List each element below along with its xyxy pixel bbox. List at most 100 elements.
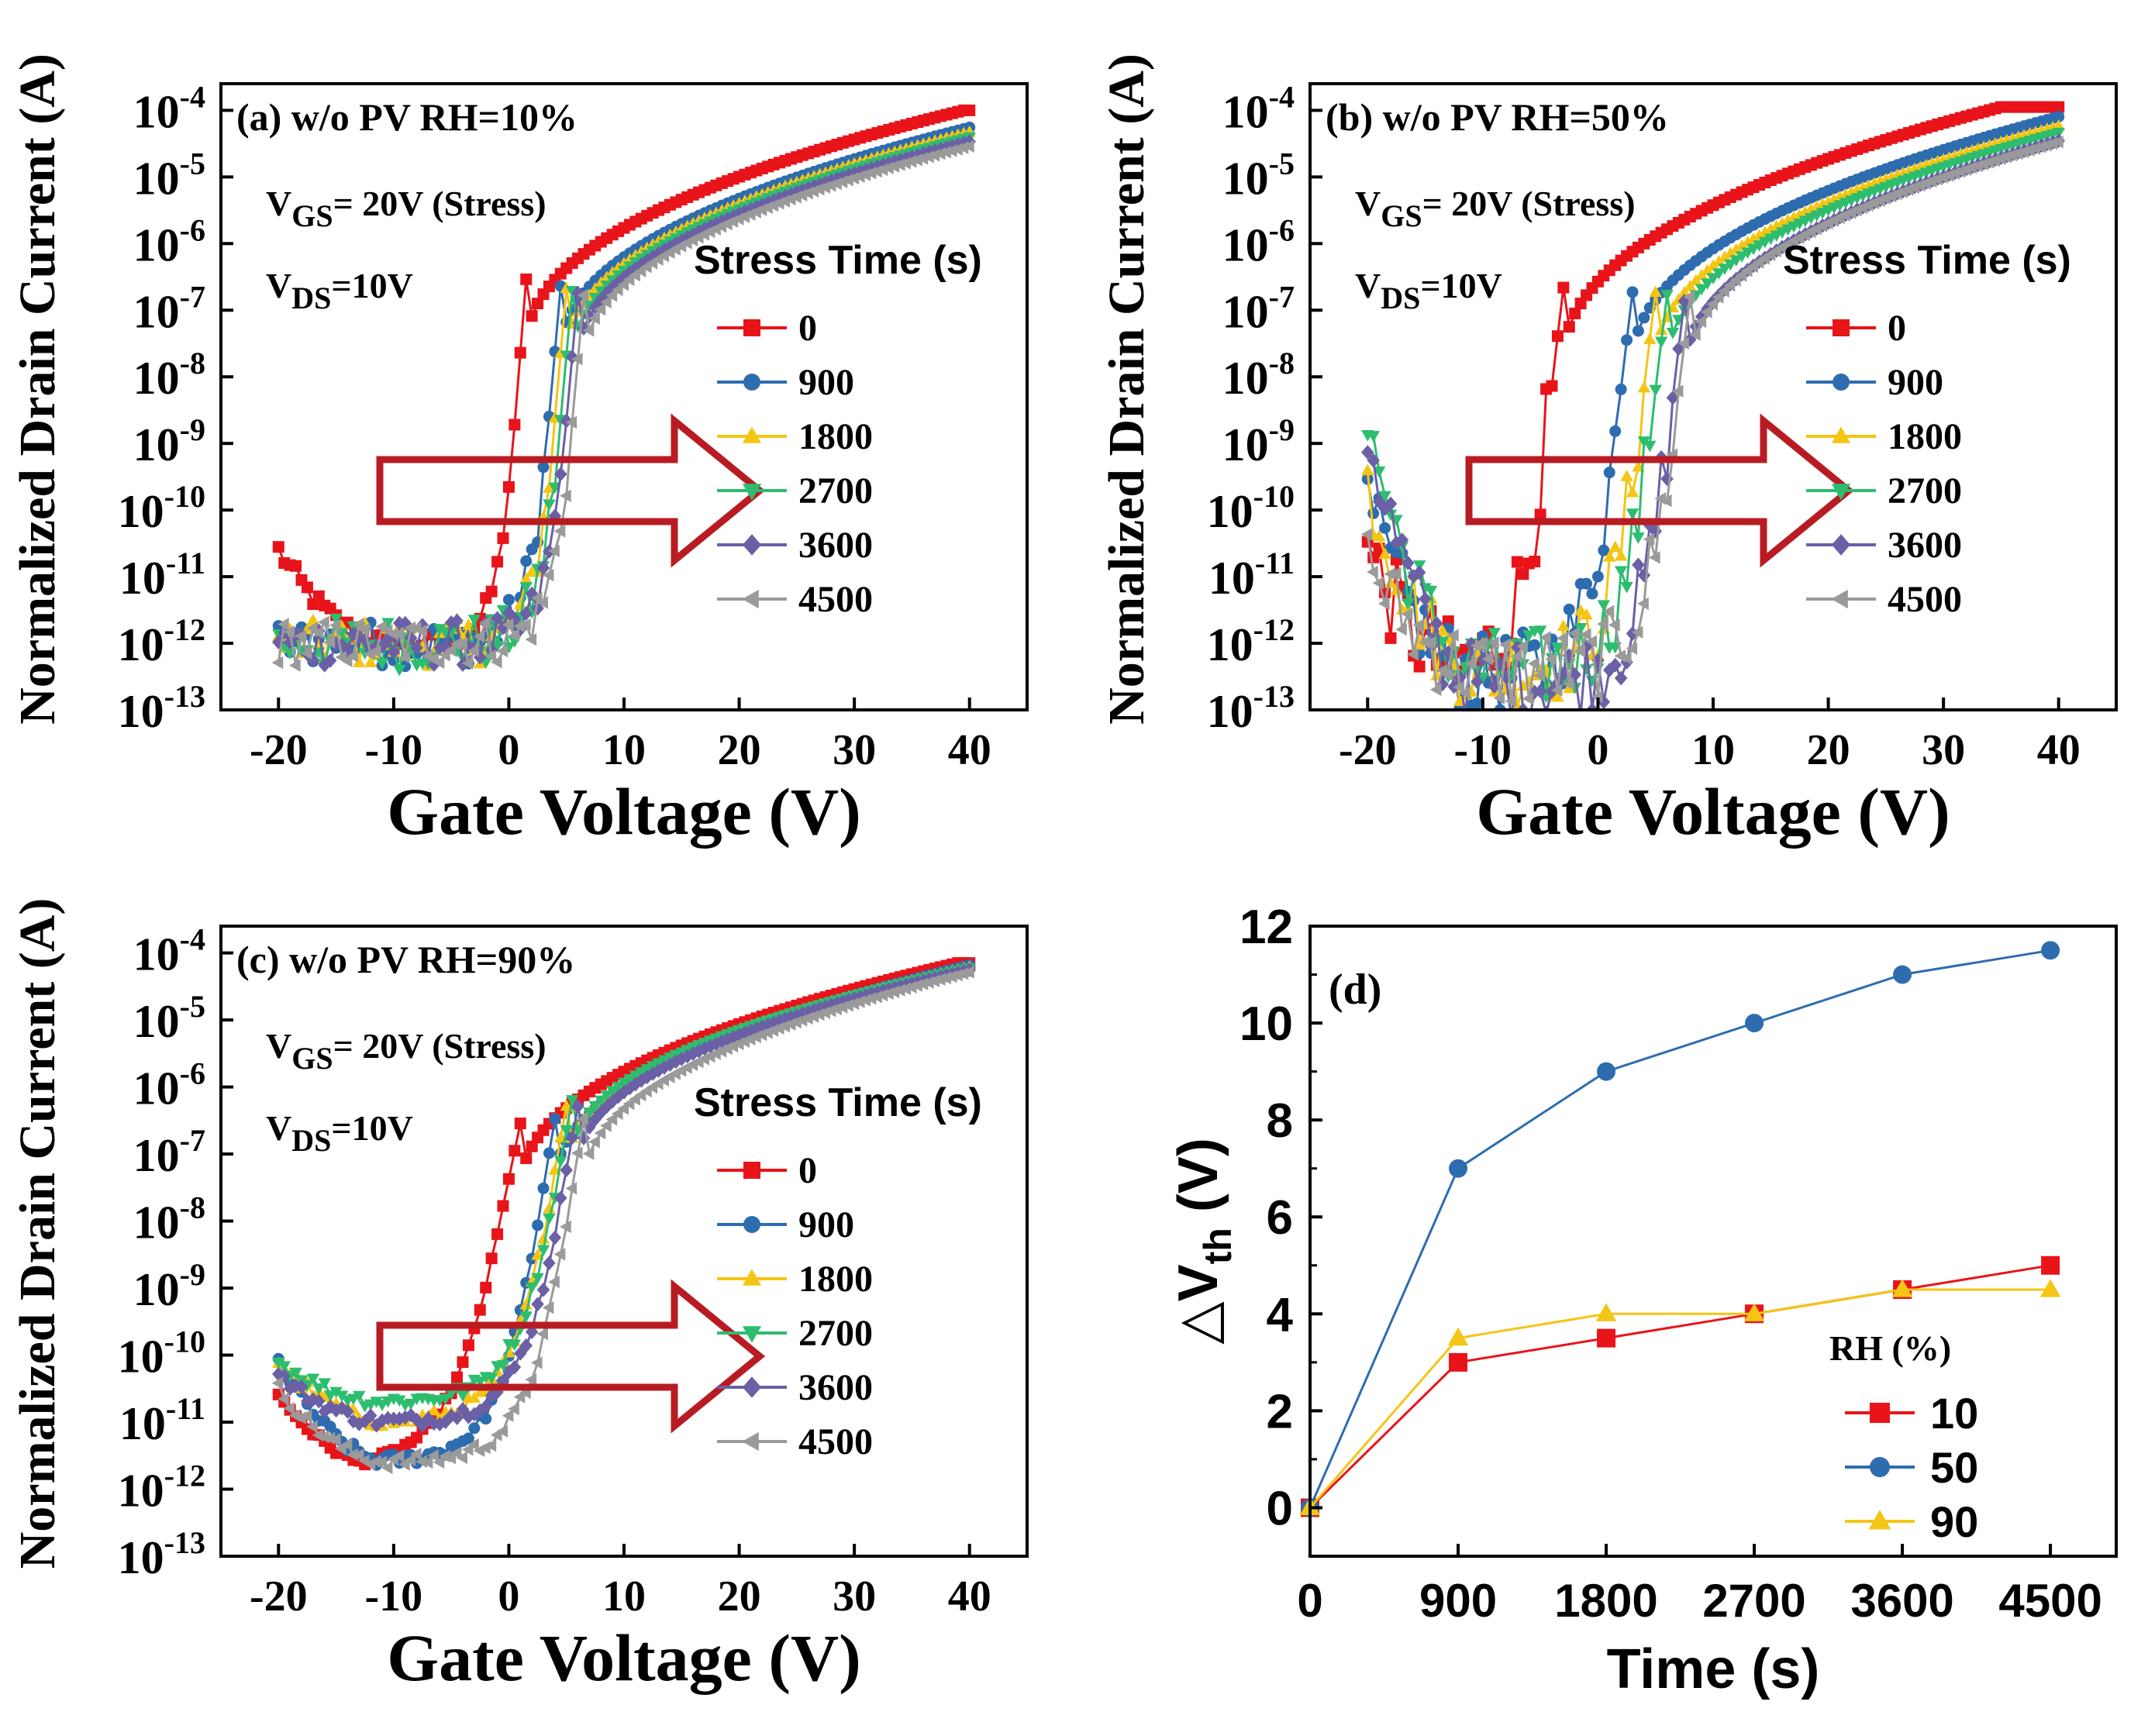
series-point-2700 [444,1388,458,1400]
x-tick-label: 10 [1691,726,1735,774]
x-tick-label: 0 [498,1572,519,1621]
series-point-4500 [1493,691,1505,704]
series-point-4500 [1723,279,1736,292]
series-point-1800 [1654,323,1668,336]
series-point-4500 [427,1449,439,1462]
series-point-2700 [502,642,515,654]
series-point-4500 [467,1438,479,1452]
series-point-90 [1743,1303,1765,1321]
series-point-4500 [1453,680,1465,694]
series-point-4500 [940,146,951,159]
legend-marker-10 [1870,1403,1890,1423]
y-tick-label: 6 [1267,1191,1293,1245]
series-point-900 [1632,325,1644,337]
series-point-4500 [916,152,929,165]
x-tick-label: 40 [948,726,991,774]
series-point-2700 [353,1390,366,1403]
series-point-0 [451,1371,464,1383]
series-point-4500 [1505,694,1516,708]
series-point-3600 [410,640,423,656]
series-point-2700 [393,664,406,677]
series-point-0 [491,556,504,568]
series-point-0 [485,585,498,598]
series-point-0 [502,480,515,493]
legend-label-1800: 1800 [798,416,873,457]
series-point-4500 [571,352,583,366]
series-point-4500 [2040,139,2052,152]
x-tick-label: -20 [1339,726,1397,774]
series-point-4500 [611,1107,623,1121]
series-point-4500 [283,1401,295,1415]
series-point-4500 [1643,532,1655,546]
series-point-0 [485,1252,498,1265]
legend-label-10: 10 [1930,1389,1978,1438]
series-point-4500 [582,1147,595,1160]
x-tick-label: 30 [1922,726,1965,774]
series-point-3600 [1402,556,1415,570]
series-point-4500 [1401,608,1413,621]
series-point-4500 [1585,635,1597,648]
series-point-1800 [1712,254,1726,267]
panel-b: -20 -10 0 10 20 30 40 10-13 10-12 10-11 10-10 10-9 1… [1098,53,2118,849]
series-point-0 [491,1228,504,1240]
series-point-4500 [617,277,629,291]
series-point-4500 [1476,636,1488,650]
series-point-3600 [1632,557,1645,573]
series-point-1800 [1390,584,1403,595]
series-point-1800 [1378,547,1391,560]
series-point-0 [272,541,284,553]
series-point-4500 [508,1402,519,1416]
y-tick-label: 2 [1267,1385,1293,1438]
series-point-4500 [951,968,963,982]
series-point-4500 [456,1451,467,1465]
series-point-3600 [508,1359,522,1375]
x-tick-label: -10 [365,726,423,774]
series-point-2700 [1367,431,1380,443]
series-point-2700 [329,1386,343,1399]
series-point-4500 [542,1300,554,1314]
legend-marker-900 [743,1216,760,1233]
legend-label-0: 0 [798,308,817,349]
series-point-2700 [1695,284,1708,296]
series-point-4500 [375,1455,387,1469]
series-point-4500 [278,1392,289,1406]
series-point-2700 [525,1282,539,1294]
series-point-4500 [1424,636,1436,649]
series-point-1800 [353,656,366,667]
series-point-900 [480,1413,492,1425]
x-tick-label: 20 [718,726,761,774]
series-point-2700 [560,1125,573,1137]
series-point-4500 [1498,638,1511,652]
series-point-4500 [1597,617,1608,631]
y-tick-label: 10-8 [1222,346,1295,404]
shift-arrow [376,413,766,568]
series-point-4500 [1619,651,1632,665]
series-point-1800 [519,572,533,584]
legend-marker-2700 [742,484,762,501]
x-tick-label: 10 [602,1572,646,1621]
series-point-0 [526,310,538,322]
series-point-4500 [283,625,295,639]
series-point-4500 [467,644,479,657]
series-point-4500 [1510,649,1522,663]
series-point-50 [1597,1062,1616,1081]
series-point-4500 [496,644,508,658]
legend-title: Stress Time (s) [694,238,982,283]
series-point-4500 [271,1376,284,1390]
x-tick-label: 0 [1297,1575,1322,1627]
series-point-4500 [525,632,537,646]
series-point-4500 [1545,653,1557,666]
y-axis-label: Normalized Drain Current (A) [1098,53,1155,725]
y-tick-label: 10-12 [118,612,205,670]
series-point-4500 [600,295,612,308]
series-point-4500 [1377,597,1390,611]
series-point-1800 [1361,463,1374,476]
series-point-900 [537,461,550,474]
series-point-4500 [905,980,917,994]
series-point-1800 [1516,679,1530,691]
series-point-3600 [1419,591,1432,607]
x-tick-label: 0 [1587,726,1608,774]
series-point-3600 [1614,670,1628,686]
series-point-0 [1551,330,1564,343]
